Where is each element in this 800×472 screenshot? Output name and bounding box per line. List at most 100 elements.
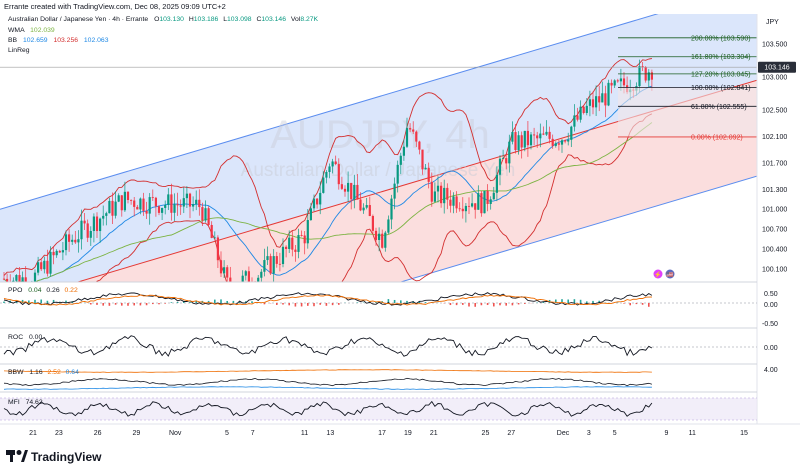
ppo-histogram-bar — [331, 303, 334, 306]
ppo-histogram-bar — [480, 303, 483, 306]
time-axis-label: 13 — [326, 430, 334, 437]
candle-body — [319, 192, 322, 205]
ppo-histogram-bar — [586, 301, 588, 303]
time-axis-label: 9 — [664, 430, 668, 437]
candle-body — [254, 288, 256, 289]
candle-body — [117, 195, 120, 202]
candle-body — [638, 66, 641, 87]
ppo-histogram-bar — [629, 303, 631, 306]
ppo-histogram-bar — [102, 303, 104, 306]
candle-body — [486, 190, 489, 204]
candle-body — [108, 200, 111, 214]
candle-body — [378, 233, 381, 240]
candle-body — [350, 182, 353, 200]
candle-body — [405, 128, 409, 147]
ppo-histogram-bar — [108, 303, 111, 306]
candle-body — [111, 200, 114, 216]
candle-body — [551, 138, 554, 146]
ppo-histogram-bar — [46, 300, 49, 303]
mfi-pane[interactable]: MFI 74.62 — [0, 397, 757, 421]
ppo-histogram-bar — [468, 303, 470, 307]
candle-body — [263, 260, 266, 272]
candle-body — [505, 158, 508, 164]
time-axis-label: 11 — [689, 430, 696, 437]
candle-body — [511, 132, 514, 142]
footer-brand: TradingView — [31, 450, 102, 464]
time-axis-label: 3 — [587, 430, 591, 437]
tradingview-logo[interactable]: TradingView — [6, 450, 102, 464]
candle-body — [368, 205, 371, 216]
flag-icon[interactable] — [665, 269, 675, 279]
ppo-histogram-bar — [579, 299, 582, 303]
candle-body — [300, 235, 303, 236]
mfi-band — [0, 398, 757, 420]
candle-body — [418, 141, 421, 150]
candle-body — [269, 256, 272, 274]
candle-body — [291, 237, 294, 250]
candle-body — [145, 210, 148, 214]
fibonacci-retracement[interactable]: 200.00% (103.590) 161.80% (103.304) 127.20… — [618, 35, 757, 141]
mfi-legend: MFI 74.62 — [8, 399, 43, 406]
candle-body — [278, 263, 281, 265]
alert-icon[interactable] — [653, 269, 663, 279]
candle-body — [99, 218, 102, 232]
candle-body — [607, 82, 610, 106]
ppo-histogram-bar — [189, 301, 191, 303]
candle-body — [567, 139, 570, 142]
last-price-badge — [758, 61, 796, 73]
ppo-histogram-bar — [542, 301, 545, 303]
ppo-histogram-bar — [195, 300, 197, 303]
ppo-histogram-bar — [511, 303, 514, 306]
time-axis[interactable]: 21 23 26 29 Nov 5 7 11 13 17 19 21 25 27 Dec 3 5 9 11 15 — [29, 430, 748, 437]
candle-body — [542, 133, 545, 135]
bbw-pane[interactable]: BBW 1.16 2.52 0.64 4.00 — [3, 367, 778, 390]
candle-body — [365, 205, 368, 208]
candle-body — [74, 239, 77, 243]
candle-body — [275, 256, 278, 264]
candle-body — [114, 201, 117, 216]
time-axis-label: Nov — [169, 430, 182, 437]
candle-body — [347, 182, 350, 192]
candle-body — [449, 199, 452, 206]
time-axis-label: 27 — [507, 430, 515, 437]
main-pane[interactable]: AUDJPY, 4h Australian Dollar / Japanese … — [0, 0, 758, 401]
ppo-histogram-bar — [245, 301, 247, 303]
ppo-histogram-bar — [158, 303, 160, 305]
candle-body — [325, 172, 328, 178]
ppo-axis-0: 0.50 — [764, 291, 778, 298]
roc-pane[interactable]: ROC 0.00 0.00 — [0, 334, 778, 357]
candle-body — [424, 167, 427, 170]
watermark-title: AUDJPY, 4h — [270, 113, 489, 157]
ppo-pane[interactable]: PPO 0.04 0.26 0.22 0.50 0.00 -0.50 — [0, 287, 778, 328]
price-axis[interactable]: 103.500 103.000 102.500 102.100 101.700 101.3… — [762, 41, 787, 273]
ppo-histogram-bar — [598, 300, 600, 303]
candle-body — [461, 208, 464, 212]
candle-body — [210, 224, 213, 238]
ppo-histogram-bar — [133, 303, 135, 306]
candle-body — [216, 237, 219, 261]
candle-body — [371, 215, 374, 231]
candle-body — [52, 251, 55, 256]
candle-body — [443, 187, 446, 204]
candle-body — [306, 220, 309, 244]
candle-body — [18, 275, 21, 282]
ppo-histogram-bar — [561, 299, 563, 303]
candle-body — [458, 208, 461, 210]
ppo-signal-line — [3, 294, 652, 306]
candle-body — [399, 155, 402, 165]
candle-body — [591, 99, 595, 108]
candle-body — [303, 235, 306, 244]
candle-body — [430, 181, 433, 202]
fib-level-label: 100.00% (102.841) — [691, 85, 751, 92]
candle-body — [64, 234, 68, 251]
ppo-histogram-bar — [393, 299, 396, 303]
candle-body — [182, 198, 185, 207]
ppo-histogram-bar — [635, 303, 638, 305]
bollinger-upper — [3, 58, 652, 276]
candle-body — [334, 161, 337, 165]
candle-body — [492, 192, 495, 200]
candle-body — [77, 239, 80, 243]
bbw-axis-0: 4.00 — [764, 367, 778, 374]
candle-body — [523, 130, 526, 148]
